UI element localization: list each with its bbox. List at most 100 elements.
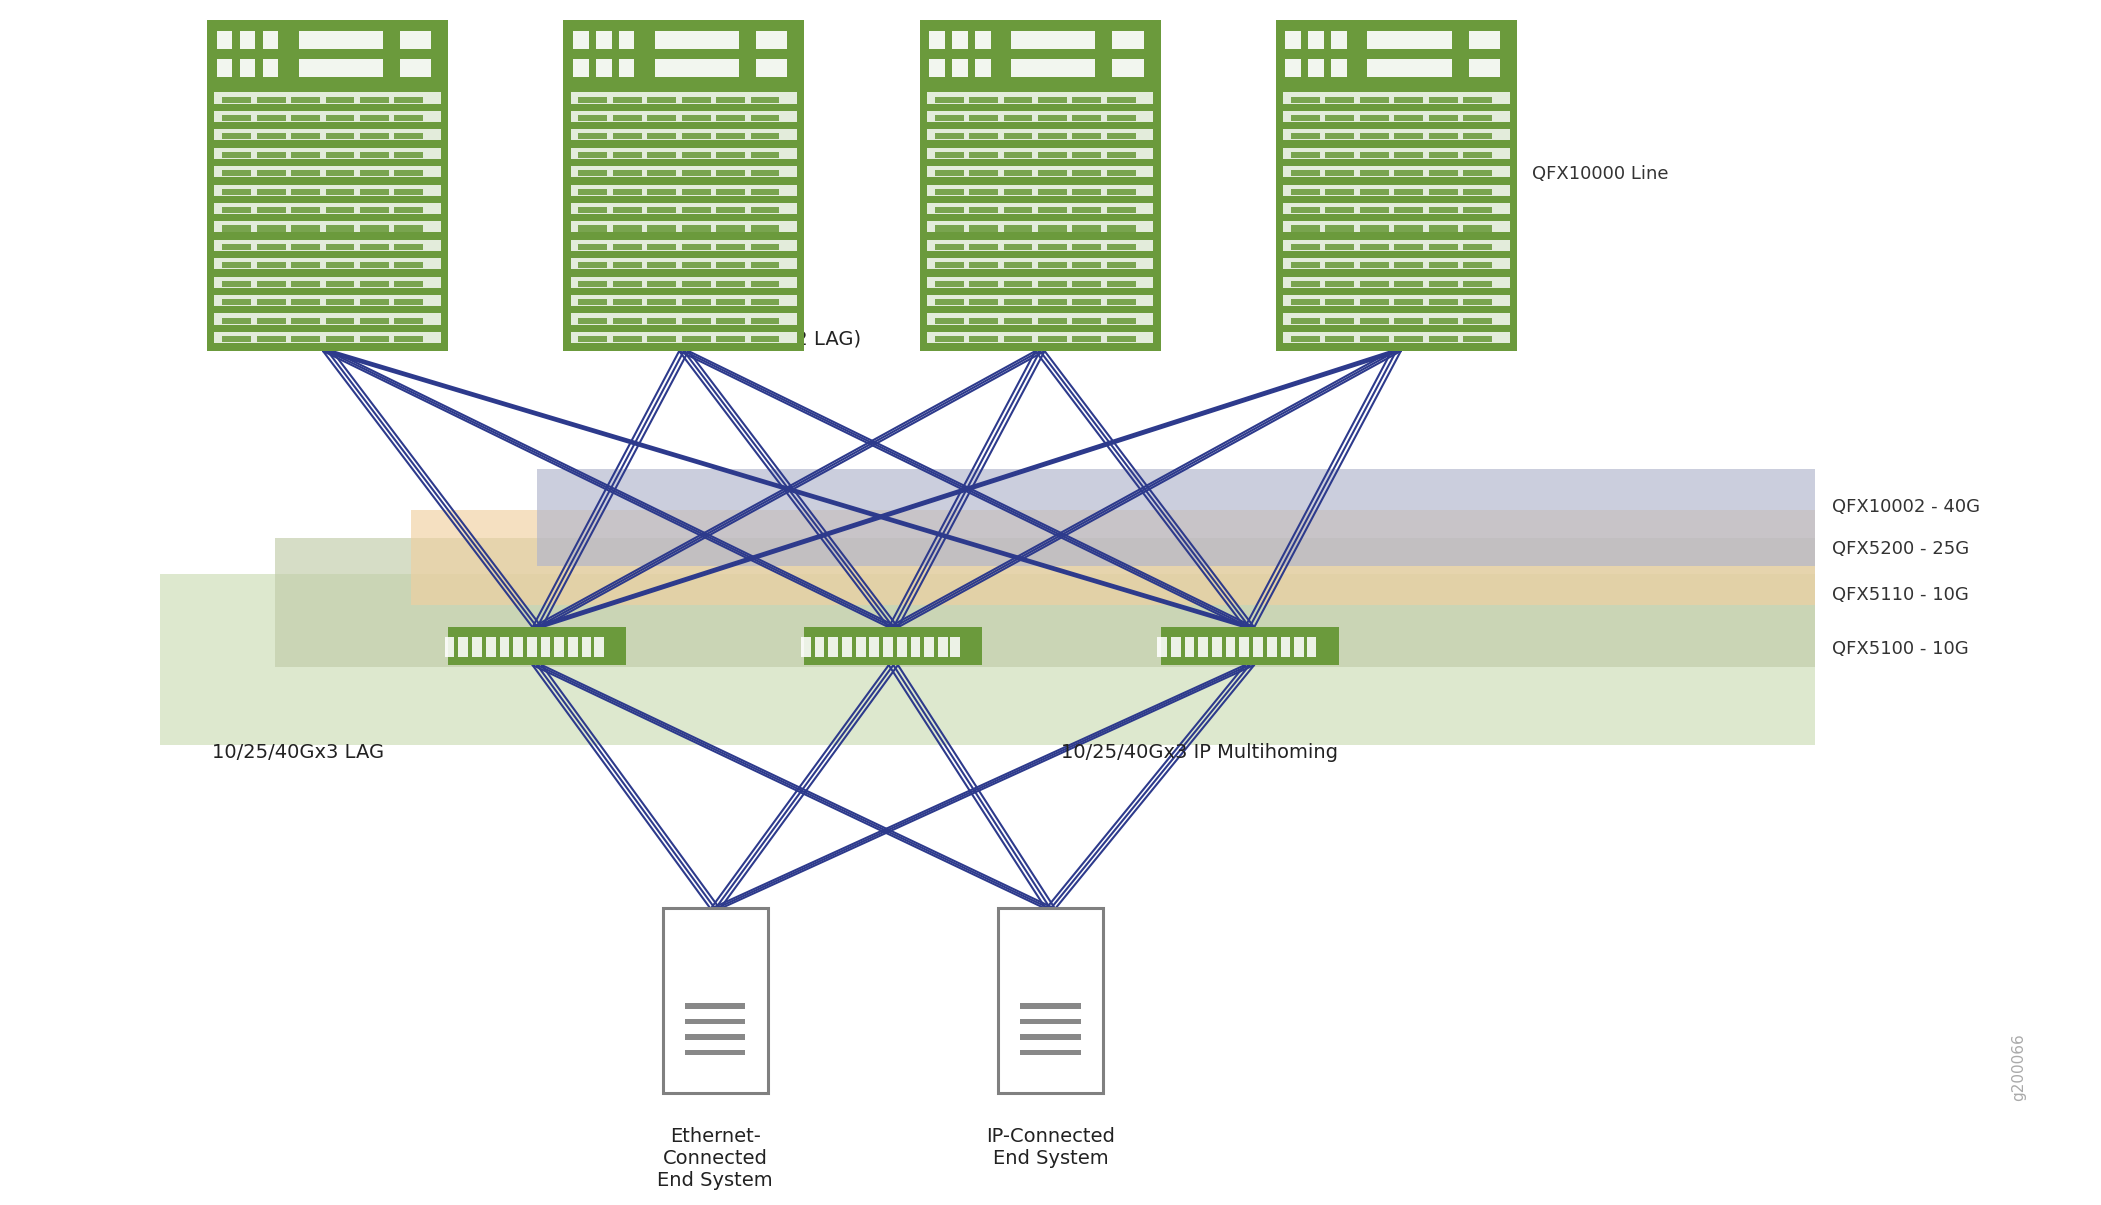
- Bar: [1038, 243, 1067, 249]
- Bar: [1290, 189, 1319, 195]
- Bar: [1395, 263, 1422, 269]
- Bar: [578, 318, 607, 324]
- Bar: [750, 225, 779, 231]
- Bar: [681, 225, 710, 231]
- Bar: [1038, 299, 1067, 305]
- Bar: [326, 263, 355, 269]
- Bar: [1359, 263, 1389, 269]
- Bar: [326, 336, 355, 342]
- Bar: [256, 336, 286, 342]
- Bar: [924, 636, 935, 658]
- Bar: [969, 189, 998, 195]
- Bar: [1107, 299, 1137, 305]
- Bar: [681, 96, 710, 102]
- Bar: [223, 189, 252, 195]
- Bar: [256, 281, 286, 287]
- Bar: [647, 318, 677, 324]
- Bar: [1038, 170, 1067, 176]
- Bar: [647, 170, 677, 176]
- Bar: [578, 281, 607, 287]
- Bar: [1072, 170, 1101, 176]
- Bar: [969, 243, 998, 249]
- Bar: [1107, 207, 1137, 213]
- Bar: [1429, 96, 1458, 102]
- Bar: [927, 240, 1153, 251]
- Bar: [1198, 636, 1208, 658]
- Bar: [927, 295, 1153, 306]
- Bar: [681, 281, 710, 287]
- Bar: [578, 263, 607, 269]
- Bar: [1332, 31, 1347, 48]
- FancyBboxPatch shape: [662, 907, 767, 1093]
- Text: Ethernet-
Connected
End System: Ethernet- Connected End System: [658, 1127, 773, 1191]
- Bar: [935, 225, 964, 231]
- Bar: [256, 152, 286, 158]
- Bar: [578, 170, 607, 176]
- Text: QFX10002 - 40G: QFX10002 - 40G: [1832, 498, 1979, 516]
- Bar: [567, 636, 578, 658]
- Bar: [1284, 111, 1509, 122]
- Bar: [647, 152, 677, 158]
- Bar: [1359, 225, 1389, 231]
- Bar: [1072, 281, 1101, 287]
- Bar: [935, 263, 964, 269]
- Bar: [214, 93, 441, 104]
- Bar: [1185, 636, 1193, 658]
- Bar: [1368, 31, 1452, 48]
- Bar: [929, 59, 945, 77]
- Bar: [750, 114, 779, 120]
- Bar: [1395, 243, 1422, 249]
- Bar: [292, 263, 319, 269]
- Bar: [716, 225, 746, 231]
- Bar: [1072, 189, 1101, 195]
- Bar: [681, 152, 710, 158]
- Bar: [647, 134, 677, 140]
- Bar: [1072, 336, 1101, 342]
- Bar: [750, 152, 779, 158]
- Bar: [1038, 281, 1067, 287]
- Bar: [223, 134, 252, 140]
- Bar: [1290, 281, 1319, 287]
- Bar: [1462, 152, 1492, 158]
- Text: 10/25/40Gx3 LAG: 10/25/40Gx3 LAG: [212, 743, 384, 762]
- Bar: [647, 96, 677, 102]
- Bar: [1038, 225, 1067, 231]
- Bar: [1160, 628, 1338, 665]
- Bar: [1107, 189, 1137, 195]
- Bar: [1038, 263, 1067, 269]
- Bar: [571, 202, 796, 214]
- Bar: [292, 336, 319, 342]
- Bar: [969, 152, 998, 158]
- Bar: [1072, 299, 1101, 305]
- Bar: [1011, 59, 1095, 77]
- Bar: [1004, 281, 1032, 287]
- Bar: [1368, 59, 1452, 77]
- Bar: [538, 469, 1815, 566]
- Bar: [263, 31, 277, 48]
- Bar: [445, 636, 454, 658]
- Bar: [1021, 1018, 1080, 1024]
- Bar: [597, 31, 611, 48]
- Bar: [935, 243, 964, 249]
- Bar: [326, 207, 355, 213]
- Bar: [1429, 189, 1458, 195]
- Bar: [571, 331, 796, 343]
- Bar: [1038, 114, 1067, 120]
- Bar: [750, 318, 779, 324]
- Bar: [214, 258, 441, 269]
- Bar: [214, 148, 441, 159]
- Bar: [1326, 170, 1355, 176]
- Bar: [500, 636, 508, 658]
- Bar: [1072, 243, 1101, 249]
- Bar: [1107, 263, 1137, 269]
- Bar: [613, 318, 641, 324]
- Bar: [359, 114, 389, 120]
- Bar: [681, 114, 710, 120]
- Bar: [935, 114, 964, 120]
- Bar: [223, 96, 252, 102]
- Bar: [292, 207, 319, 213]
- Bar: [223, 263, 252, 269]
- Bar: [716, 207, 746, 213]
- Bar: [927, 93, 1153, 104]
- Bar: [571, 184, 796, 195]
